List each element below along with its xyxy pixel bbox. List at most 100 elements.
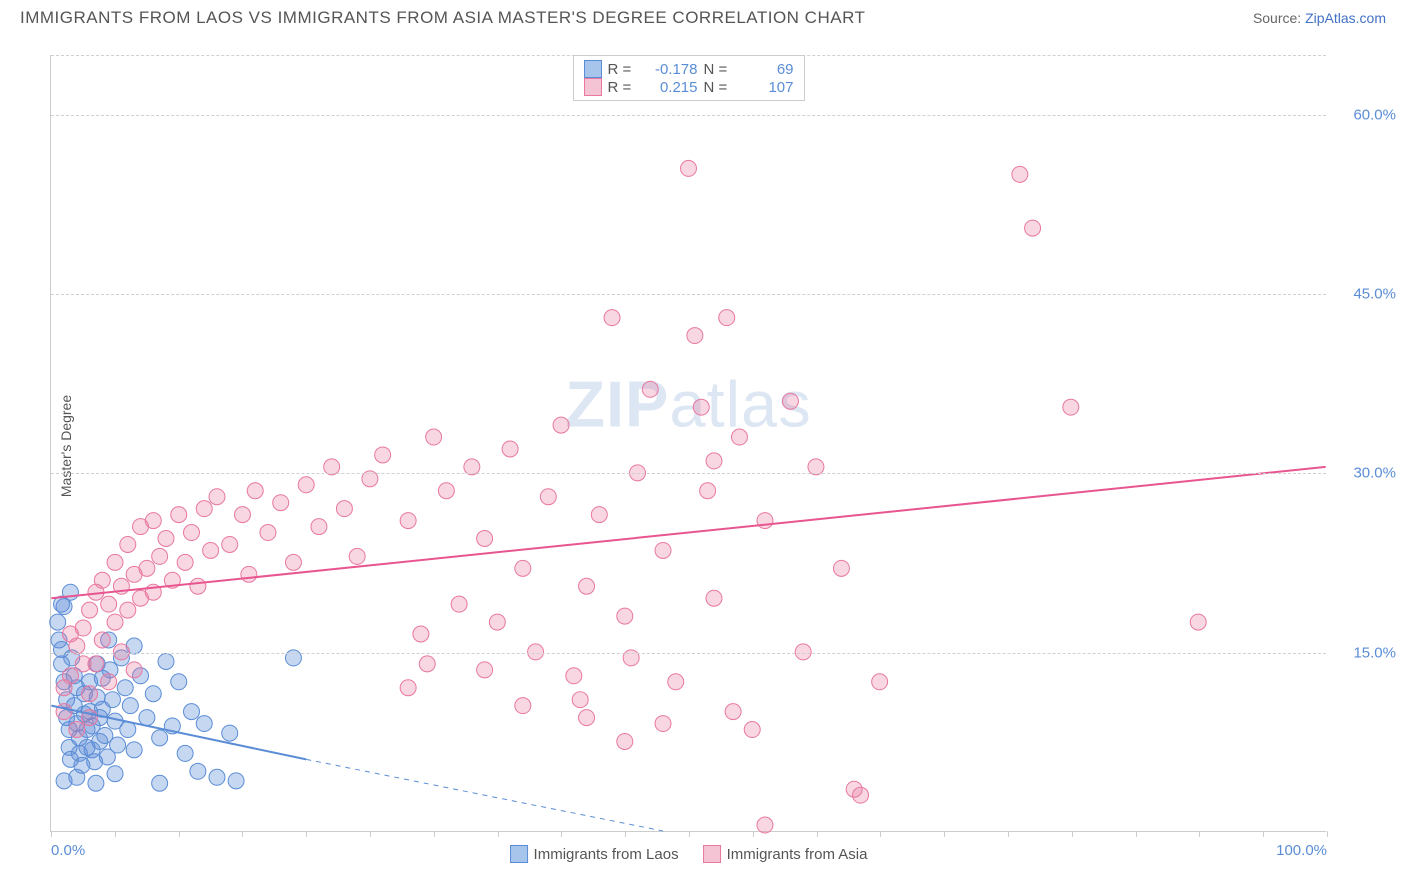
scatter-point-asia — [247, 483, 263, 499]
scatter-point-laos — [152, 730, 168, 746]
scatter-point-asia — [145, 513, 161, 529]
legend-label-laos: Immigrants from Laos — [534, 846, 679, 863]
scatter-point-asia — [579, 710, 595, 726]
scatter-point-asia — [171, 507, 187, 523]
scatter-point-asia — [139, 560, 155, 576]
scatter-point-asia — [872, 674, 888, 690]
scatter-point-asia — [120, 536, 136, 552]
source-link[interactable]: ZipAtlas.com — [1305, 10, 1386, 26]
scatter-point-asia — [655, 542, 671, 558]
scatter-point-asia — [273, 495, 289, 511]
scatter-point-laos — [184, 704, 200, 720]
scatter-point-laos — [50, 614, 66, 630]
scatter-point-asia — [719, 310, 735, 326]
scatter-point-asia — [56, 704, 72, 720]
scatter-point-asia — [477, 662, 493, 678]
laos-swatch — [584, 60, 602, 78]
scatter-point-laos — [107, 766, 123, 782]
scatter-point-laos — [171, 674, 187, 690]
scatter-point-asia — [744, 722, 760, 738]
scatter-point-laos — [177, 745, 193, 761]
scatter-point-asia — [82, 686, 98, 702]
scatter-point-laos — [209, 769, 225, 785]
legend-item-asia: Immigrants from Asia — [703, 845, 868, 863]
scatter-point-asia — [75, 656, 91, 672]
scatter-point-asia — [515, 560, 531, 576]
scatter-point-asia — [426, 429, 442, 445]
legend-label-asia: Immigrants from Asia — [727, 846, 868, 863]
scatter-point-asia — [375, 447, 391, 463]
scatter-point-laos — [228, 773, 244, 789]
scatter-point-asia — [336, 501, 352, 517]
scatter-point-asia — [687, 328, 703, 344]
scatter-point-asia — [489, 614, 505, 630]
scatter-point-asia — [655, 716, 671, 732]
trend-line-asia — [51, 467, 1325, 598]
scatter-point-asia — [82, 602, 98, 618]
scatter-point-asia — [1190, 614, 1206, 630]
scatter-point-laos — [117, 680, 133, 696]
scatter-point-asia — [757, 817, 773, 833]
scatter-point-asia — [591, 507, 607, 523]
scatter-point-asia — [700, 483, 716, 499]
scatter-point-asia — [62, 626, 78, 642]
scatter-point-asia — [540, 489, 556, 505]
scatter-point-asia — [94, 632, 110, 648]
y-tick-label: 15.0% — [1336, 644, 1396, 661]
asia-swatch-icon — [703, 845, 721, 863]
laos-swatch-icon — [510, 845, 528, 863]
scatter-point-asia — [438, 483, 454, 499]
scatter-point-laos — [152, 775, 168, 791]
source-attribution: Source: ZipAtlas.com — [1253, 10, 1386, 26]
scatter-plot-svg — [51, 55, 1326, 831]
scatter-point-asia — [731, 429, 747, 445]
scatter-point-asia — [158, 531, 174, 547]
scatter-point-asia — [553, 417, 569, 433]
scatter-point-asia — [693, 399, 709, 415]
scatter-point-laos — [196, 716, 212, 732]
scatter-point-asia — [617, 608, 633, 624]
scatter-point-asia — [234, 507, 250, 523]
scatter-point-asia — [400, 513, 416, 529]
scatter-point-asia — [1012, 166, 1028, 182]
scatter-point-asia — [349, 548, 365, 564]
legend-item-laos: Immigrants from Laos — [510, 845, 679, 863]
asia-swatch — [584, 78, 602, 96]
scatter-point-laos — [56, 773, 72, 789]
chart-plot-area: ZIPatlas R =-0.178 N =69 R =0.215 N =107… — [50, 55, 1326, 832]
scatter-point-asia — [69, 722, 85, 738]
scatter-point-asia — [725, 704, 741, 720]
scatter-point-asia — [668, 674, 684, 690]
scatter-point-asia — [400, 680, 416, 696]
scatter-point-asia — [706, 590, 722, 606]
scatter-point-asia — [94, 572, 110, 588]
scatter-point-laos — [222, 725, 238, 741]
scatter-point-laos — [145, 686, 161, 702]
scatter-point-asia — [833, 560, 849, 576]
scatter-point-laos — [126, 742, 142, 758]
scatter-point-asia — [285, 554, 301, 570]
scatter-point-asia — [782, 393, 798, 409]
scatter-point-asia — [203, 542, 219, 558]
scatter-point-laos — [158, 653, 174, 669]
scatter-point-laos — [139, 710, 155, 726]
chart-title: IMMIGRANTS FROM LAOS VS IMMIGRANTS FROM … — [20, 8, 865, 28]
scatter-point-asia — [515, 698, 531, 714]
scatter-point-laos — [105, 692, 121, 708]
y-tick-label: 30.0% — [1336, 465, 1396, 482]
scatter-point-asia — [107, 614, 123, 630]
scatter-point-asia — [502, 441, 518, 457]
legend: Immigrants from Laos Immigrants from Asi… — [510, 845, 868, 863]
correlation-stats-box: R =-0.178 N =69 R =0.215 N =107 — [573, 55, 805, 101]
scatter-point-asia — [107, 554, 123, 570]
y-tick-label: 45.0% — [1336, 286, 1396, 303]
scatter-point-asia — [419, 656, 435, 672]
scatter-point-asia — [681, 160, 697, 176]
x-tick-label: 100.0% — [1276, 842, 1327, 859]
scatter-point-asia — [184, 525, 200, 541]
y-tick-label: 60.0% — [1336, 106, 1396, 123]
scatter-point-asia — [177, 554, 193, 570]
scatter-point-asia — [579, 578, 595, 594]
stats-row-asia: R =0.215 N =107 — [584, 78, 794, 96]
scatter-point-asia — [241, 566, 257, 582]
